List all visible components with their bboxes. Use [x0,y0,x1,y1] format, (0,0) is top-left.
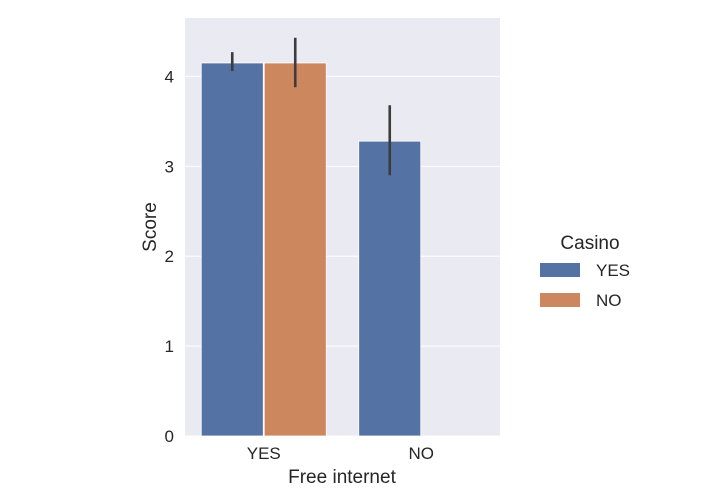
y-tick-label: 2 [165,247,174,266]
legend-label-no: NO [596,291,622,310]
legend-swatch-no [540,293,580,307]
bar-yes-yes [200,62,264,437]
bar-yes-no [358,140,422,437]
y-axis-ticks: 0 1 2 3 4 [165,67,174,446]
legend-title: Casino [560,233,619,254]
legend-label-yes: YES [596,261,630,280]
bars [200,62,422,437]
x-tick-label: NO [409,444,435,463]
y-tick-label: 3 [165,157,174,176]
y-axis-title: Score [140,202,161,252]
x-axis-ticks: YES NO [247,444,434,463]
y-tick-label: 4 [165,67,174,86]
legend: Casino YES NO [540,233,630,310]
legend-swatch-yes [540,263,580,277]
error-bars [230,37,392,176]
y-tick-label: 1 [165,337,174,356]
x-axis-title: Free internet [288,467,396,488]
y-tick-label: 0 [165,427,174,446]
bar-no-yes [263,62,327,437]
x-tick-label: YES [247,444,281,463]
